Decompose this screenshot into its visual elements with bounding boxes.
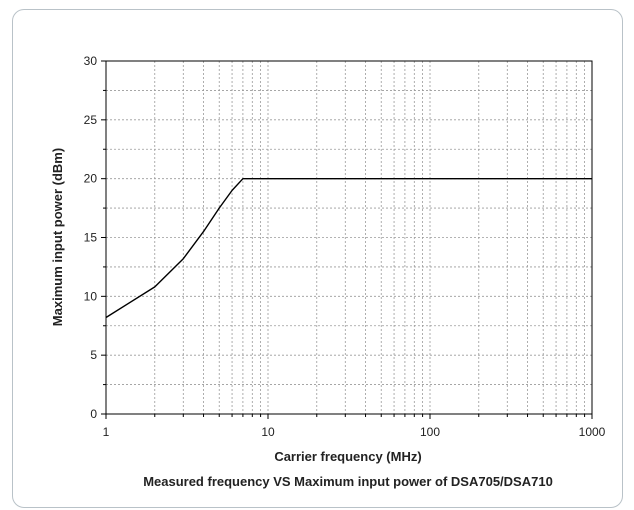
x-tick-label: 100 (420, 425, 440, 439)
series (105, 177, 592, 319)
x-axis-label: Carrier frequency (MHz) (274, 449, 421, 464)
y-tick-label: 30 (84, 54, 98, 68)
y-tick-label: 5 (90, 348, 97, 362)
grid (106, 61, 592, 414)
x-tick-label: 10 (261, 425, 275, 439)
series-line (105, 177, 592, 319)
y-axis-label: Maximum input power (dBm) (50, 148, 65, 326)
y-tick-label: 15 (84, 231, 98, 245)
y-tick-label: 10 (84, 289, 98, 303)
axes: 0 5 10 15 20 25 30 1 10 100 1000 (84, 54, 606, 439)
y-tick-label: 0 (90, 407, 97, 421)
y-tick-label: 25 (84, 113, 98, 127)
chart-frame (12, 9, 623, 508)
y-tick-label: 20 (84, 172, 98, 186)
chart-caption: Measured frequency VS Maximum input powe… (143, 474, 553, 489)
x-tick-label: 1 (103, 425, 110, 439)
x-tick-label: 1000 (579, 425, 606, 439)
